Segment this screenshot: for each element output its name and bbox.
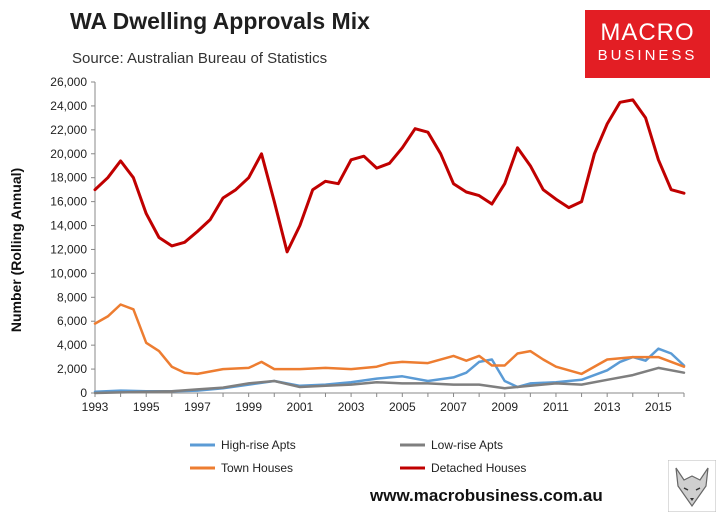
x-tick-label: 1993 bbox=[82, 400, 109, 414]
x-tick-label: 2013 bbox=[594, 400, 621, 414]
series-line-high-rise-apts bbox=[93, 347, 686, 394]
x-tick-label: 2009 bbox=[491, 400, 518, 414]
y-tick-label: 4,000 bbox=[57, 338, 87, 352]
x-tick-label: 1997 bbox=[184, 400, 211, 414]
chart-title: WA Dwelling Approvals Mix bbox=[70, 8, 370, 34]
fox-icon bbox=[668, 460, 716, 512]
x-tick-label: 2011 bbox=[543, 400, 569, 414]
y-tick-label: 10,000 bbox=[50, 266, 87, 280]
x-tick-label: 2007 bbox=[440, 400, 467, 414]
x-tick-label: 2003 bbox=[338, 400, 365, 414]
y-tick-label: 22,000 bbox=[50, 123, 87, 137]
plot-area bbox=[93, 98, 686, 395]
y-tick-label: 8,000 bbox=[57, 290, 87, 304]
y-tick-label: 24,000 bbox=[50, 99, 87, 113]
x-tick-label: 1995 bbox=[133, 400, 160, 414]
logo-line-1: MACRO bbox=[600, 19, 695, 46]
x-tick-label: 2015 bbox=[645, 400, 672, 414]
y-axis-label: Number (Rolling Annual) bbox=[8, 168, 24, 332]
macrobusiness-logo: MACRO BUSINESS bbox=[585, 10, 710, 78]
legend-label-high-rise-apts: High-rise Apts bbox=[221, 438, 296, 452]
y-tick-label: 2,000 bbox=[57, 362, 87, 376]
legend-label-low-rise-apts: Low-rise Apts bbox=[431, 438, 503, 452]
y-tick-label: 0 bbox=[80, 386, 87, 400]
x-tick-label: 2001 bbox=[287, 400, 314, 414]
x-tick-label: 1999 bbox=[235, 400, 262, 414]
y-tick-label: 26,000 bbox=[50, 75, 87, 89]
series-line-low-rise-apts bbox=[93, 366, 686, 395]
y-tick-label: 6,000 bbox=[57, 314, 87, 328]
y-tick-label: 20,000 bbox=[50, 147, 87, 161]
legend-label-detached-houses: Detached Houses bbox=[431, 461, 526, 475]
y-tick-label: 16,000 bbox=[50, 195, 87, 209]
y-tick-label: 18,000 bbox=[50, 171, 87, 185]
logo-line-2: BUSINESS bbox=[597, 47, 698, 64]
y-tick-label: 12,000 bbox=[50, 242, 87, 256]
y-tick-label: 14,000 bbox=[50, 219, 87, 233]
chart-source: Source: Australian Bureau of Statistics bbox=[72, 50, 328, 67]
chart-axes: 0 2,000 4,000 6,000 8,000 10,000 12,000 14,000 1… bbox=[50, 75, 685, 414]
series-line-town-houses bbox=[93, 303, 686, 376]
chart-legend: High-rise Apts Low-rise Apts Town Houses De… bbox=[190, 438, 526, 475]
x-tick-label: 2005 bbox=[389, 400, 416, 414]
legend-label-town-houses: Town Houses bbox=[221, 461, 293, 475]
website-url: www.macrobusiness.com.au bbox=[370, 486, 603, 505]
series-line-detached-houses bbox=[93, 98, 686, 254]
